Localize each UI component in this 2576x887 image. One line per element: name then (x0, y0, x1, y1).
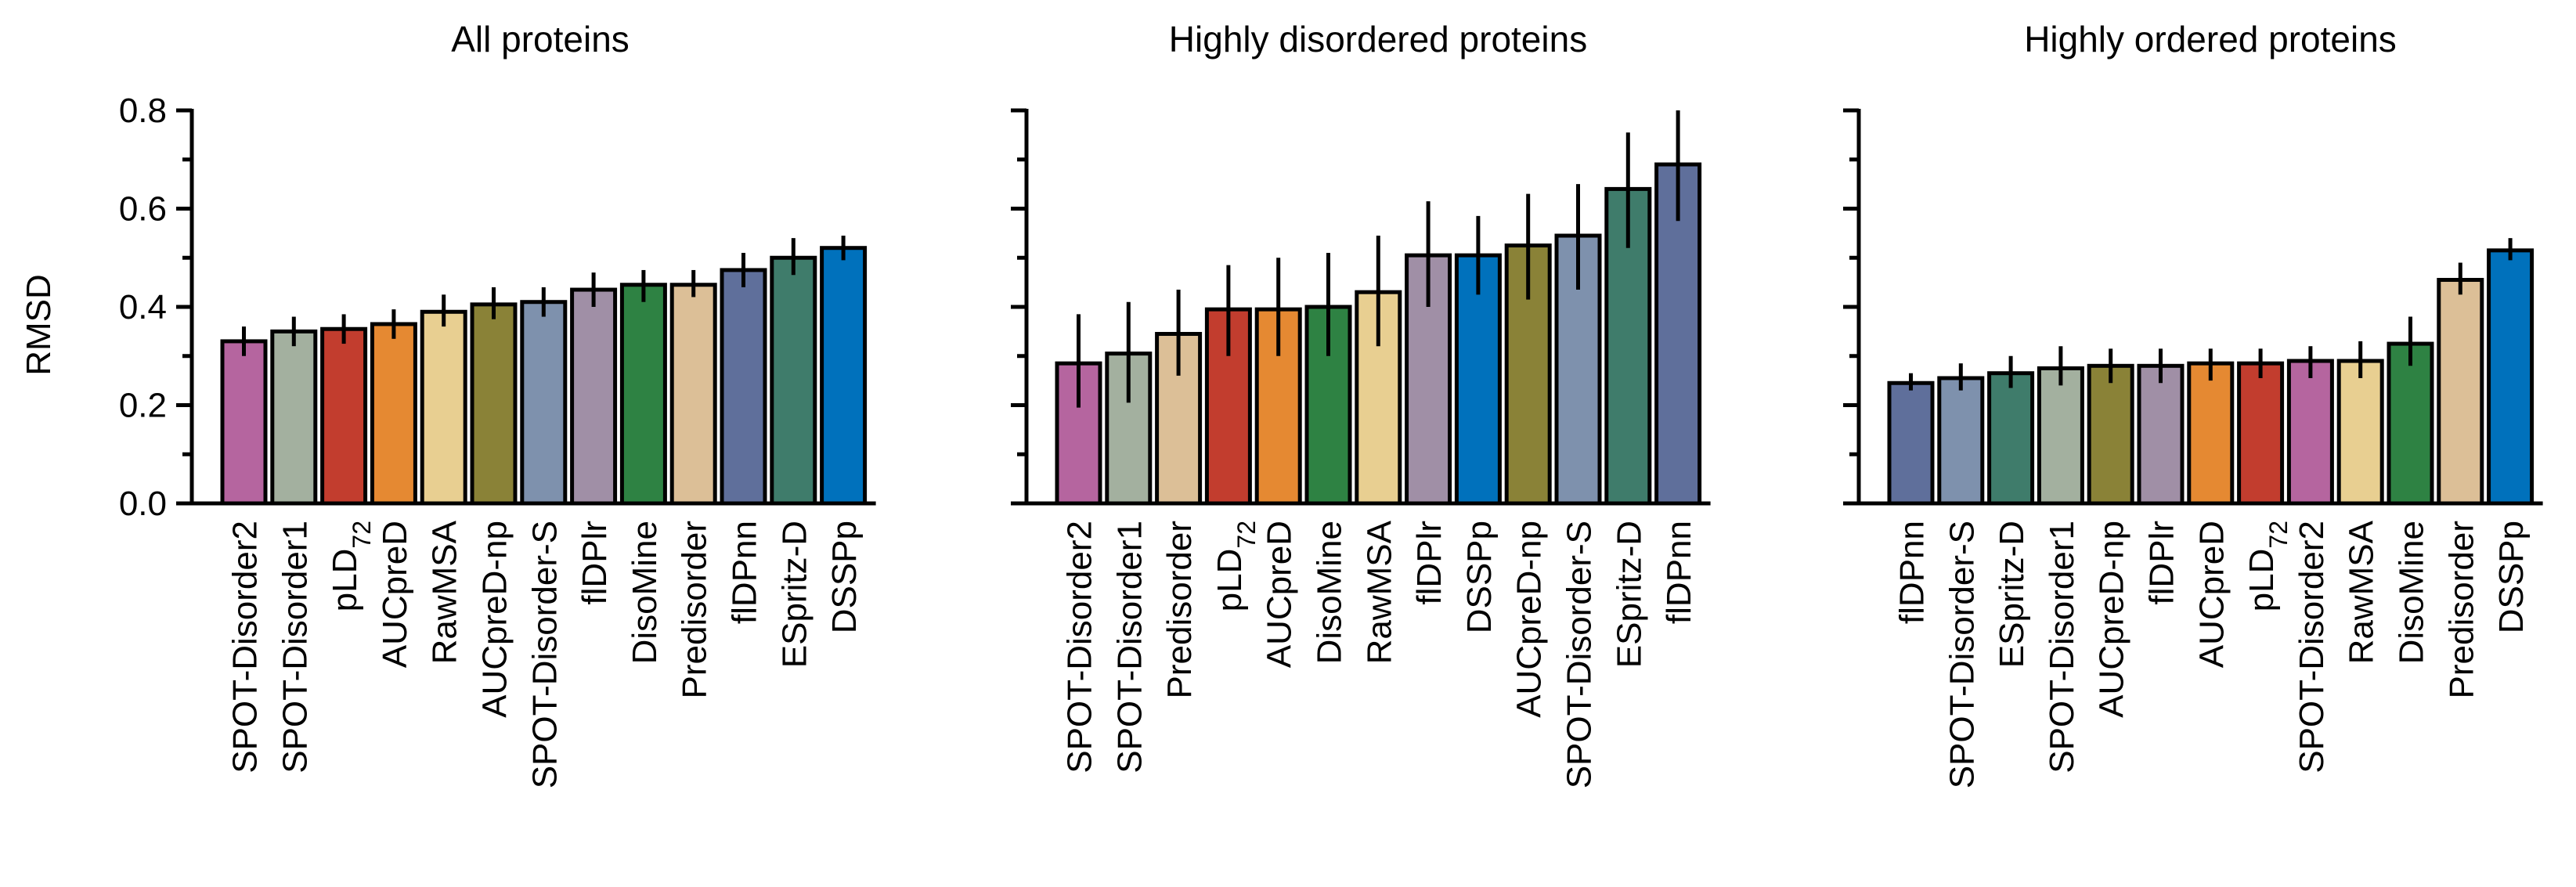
x-tick-label: ESpritz-D (775, 521, 814, 668)
bar (470, 302, 518, 506)
x-tick-label: SPOT-Disorder2 (1061, 521, 1099, 773)
bar (2087, 363, 2134, 506)
bar (2487, 248, 2535, 506)
x-tick-label: SPOT-Disorder-S (1560, 521, 1599, 788)
panel-title: Highly disordered proteins (1169, 19, 1587, 59)
bar (720, 268, 767, 506)
bar (520, 300, 568, 506)
x-tick-label: AUCpreD (376, 521, 414, 668)
panel-all-proteins: All proteins RMSD SPOT-Disorder2 SPOT-Dis… (20, 19, 876, 788)
y-axis-label: RMSD (20, 274, 58, 376)
y-tick-label: 0.6 (119, 190, 167, 229)
x-tick-label: DSSPp (2492, 521, 2531, 633)
bar (270, 329, 318, 506)
bar (770, 255, 817, 506)
x-tick-label: DisoMine (626, 521, 664, 664)
x-tick-label: flDPnn (1893, 521, 1932, 624)
bar (2187, 361, 2235, 506)
y-tick-label: 0.4 (119, 288, 167, 326)
bar (619, 283, 667, 506)
x-tick-label: SPOT-Disorder-S (1943, 521, 1981, 788)
x-tick-label: pLD72 (326, 521, 376, 611)
x-tick-label: SPOT-Disorder1 (2043, 521, 2081, 773)
bar (669, 283, 717, 506)
x-tick-label: AUCpreD-np (2093, 521, 2131, 718)
bar (220, 339, 268, 506)
x-tick-label: Predisorder (2442, 521, 2480, 698)
bar (570, 287, 618, 506)
x-tick-label: ESpritz-D (1610, 521, 1648, 668)
x-tick-label: AUCpreD (2192, 521, 2231, 668)
y-tick-label: 0.0 (119, 485, 167, 523)
x-tick-label: SPOT-Disorder2 (2293, 521, 2331, 773)
y-tick-label: 0.8 (119, 92, 167, 130)
bar (2437, 277, 2484, 506)
x-tick-label: flDPlr (575, 521, 614, 605)
x-tick-label: Predisorder (676, 521, 714, 698)
bar (1454, 253, 1502, 506)
x-tick-label: DisoMine (1311, 521, 1349, 664)
panel-title: All proteins (451, 19, 630, 59)
panel-title: Highly ordered proteins (2024, 19, 2397, 59)
x-tick-label: flDPnn (1660, 521, 1698, 624)
bar (2336, 359, 2384, 506)
x-tick-label: flDPlr (1410, 521, 1449, 605)
x-tick-label: SPOT-Disorder2 (226, 521, 265, 773)
panel-highly-disordered-proteins: Highly disordered proteins SPOT-Disorder… (1011, 19, 1711, 788)
bar (2037, 366, 2084, 506)
bar (2286, 359, 2334, 506)
bar (2387, 341, 2434, 506)
x-tick-label: RawMSA (1360, 520, 1398, 664)
bar (2237, 361, 2285, 506)
x-tick-label: RawMSA (2343, 520, 2381, 664)
bar (820, 246, 868, 506)
x-tick-label: SPOT-Disorder1 (1110, 521, 1149, 773)
x-tick-label: SPOT-Disorder1 (276, 521, 314, 773)
bar (370, 322, 417, 506)
x-tick-label: AUCpreD-np (1510, 521, 1549, 718)
x-tick-label: ESpritz-D (1993, 521, 2031, 668)
panel-highly-ordered-proteins: Highly ordered proteins flDPnn SPOT-Disor… (1843, 19, 2543, 788)
x-tick-label: DSSPp (825, 521, 864, 633)
x-tick-label: flDPlr (2143, 521, 2181, 605)
x-tick-label: AUCpreD-np (476, 521, 514, 718)
x-tick-label: Predisorder (1160, 521, 1199, 698)
y-tick-label: 0.2 (119, 387, 167, 425)
x-tick-label: AUCpreD (1261, 521, 1299, 668)
bar (2137, 363, 2185, 506)
bar (320, 326, 368, 506)
bar (1937, 376, 1985, 506)
x-tick-label: DisoMine (2393, 521, 2431, 664)
x-tick-label: flDPnn (726, 521, 764, 624)
bar (1987, 371, 2035, 506)
bar (420, 309, 467, 506)
x-tick-label: pLD72 (2242, 521, 2293, 611)
x-tick-label: pLD72 (1210, 521, 1261, 611)
x-tick-label: DSSPp (1460, 521, 1499, 633)
x-tick-label: SPOT-Disorder-S (525, 521, 564, 788)
bar (1887, 380, 1935, 506)
x-tick-label: RawMSA (426, 520, 464, 664)
